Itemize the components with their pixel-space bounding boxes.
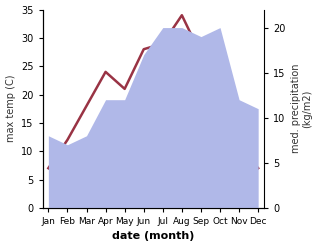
Y-axis label: med. precipitation
(kg/m2): med. precipitation (kg/m2) bbox=[291, 64, 313, 153]
X-axis label: date (month): date (month) bbox=[112, 231, 194, 242]
Y-axis label: max temp (C): max temp (C) bbox=[5, 75, 16, 143]
